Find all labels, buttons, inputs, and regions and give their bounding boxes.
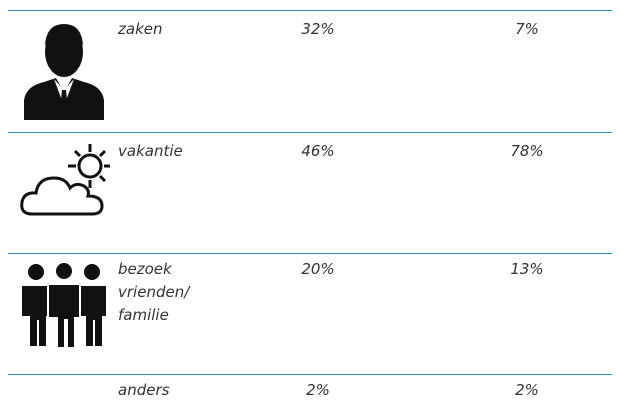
row-rule — [8, 374, 612, 375]
cell: 78% — [510, 142, 544, 160]
family-icon — [22, 262, 106, 348]
row-label: bezoek vrienden/ familie — [118, 260, 190, 324]
cell: 46% — [301, 142, 335, 160]
row-rule — [8, 10, 612, 11]
cell: 7% — [515, 20, 539, 38]
cell: 2% — [306, 381, 330, 399]
holiday-icon — [20, 144, 110, 216]
cell: 32% — [301, 20, 335, 38]
cell: 20% — [301, 260, 335, 278]
row-label: vakantie — [118, 142, 183, 160]
row-rule — [8, 132, 612, 133]
business-icon — [24, 24, 104, 120]
row-label: zaken — [118, 20, 163, 38]
cell: 13% — [510, 260, 544, 278]
row-label: anders — [118, 381, 170, 399]
cell: 2% — [515, 381, 539, 399]
row-rule — [8, 253, 612, 254]
